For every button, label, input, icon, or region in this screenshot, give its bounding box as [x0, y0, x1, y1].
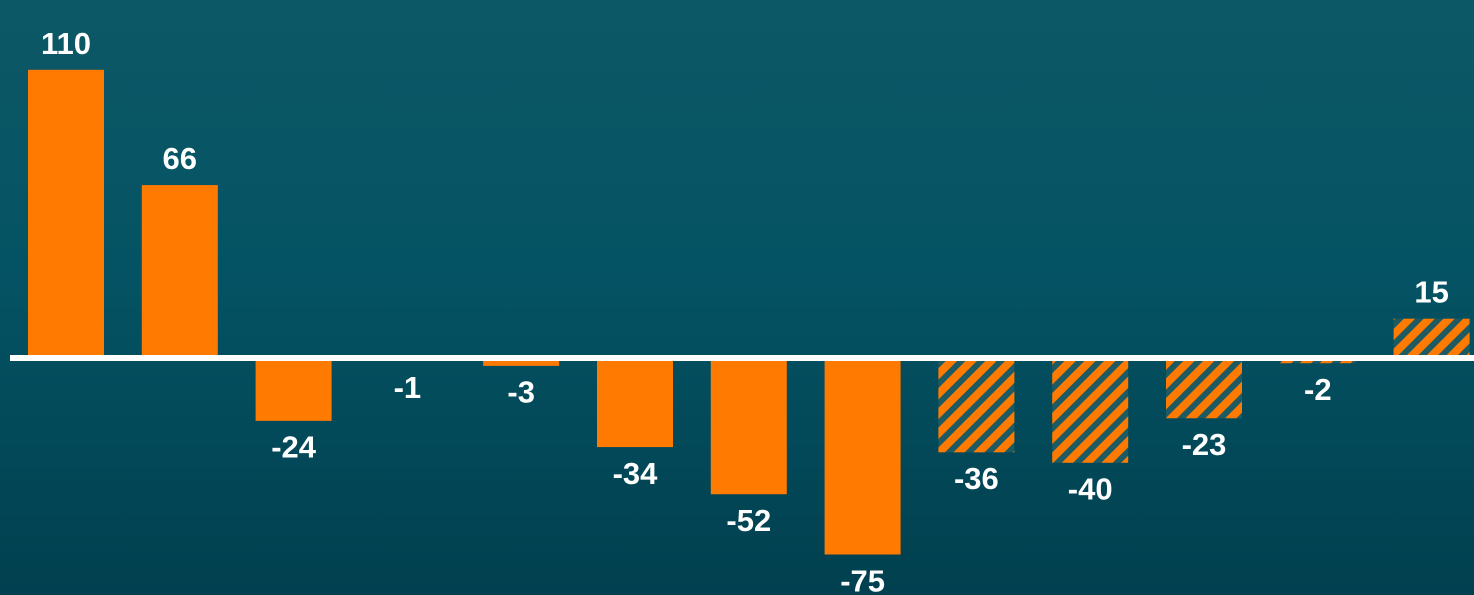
data-label-13: 15: [1414, 275, 1448, 310]
bar-10: [1052, 358, 1129, 463]
data-labels-group: 110 66 -24 -1 -3 -34 -52 -75 -36 -40 -23 -2 15: [41, 26, 1449, 595]
data-label-2: 66: [163, 141, 197, 176]
data-label-3: -24: [271, 430, 317, 465]
bar-6: [597, 358, 673, 448]
data-label-7: -52: [726, 503, 771, 538]
bar-1: [28, 69, 104, 359]
data-label-9: -36: [954, 461, 999, 496]
bar-13: [1393, 318, 1470, 358]
bar-11: [1166, 358, 1242, 419]
data-label-6: -34: [613, 456, 659, 491]
bar-5: [483, 358, 560, 366]
bar-7: [710, 358, 787, 495]
bar-9: [938, 358, 1015, 453]
bar-3: [255, 358, 332, 421]
data-label-5: -3: [507, 375, 535, 410]
data-label-11: -23: [1182, 427, 1227, 462]
data-label-8: -75: [840, 563, 885, 595]
bar-2: [141, 185, 218, 358]
data-label-4: -1: [394, 370, 422, 405]
data-label-1: 110: [41, 26, 91, 61]
bar-8: [824, 358, 901, 555]
bars-group: [28, 69, 1470, 555]
data-label-12: -2: [1304, 372, 1332, 407]
data-label-10: -40: [1068, 472, 1113, 507]
